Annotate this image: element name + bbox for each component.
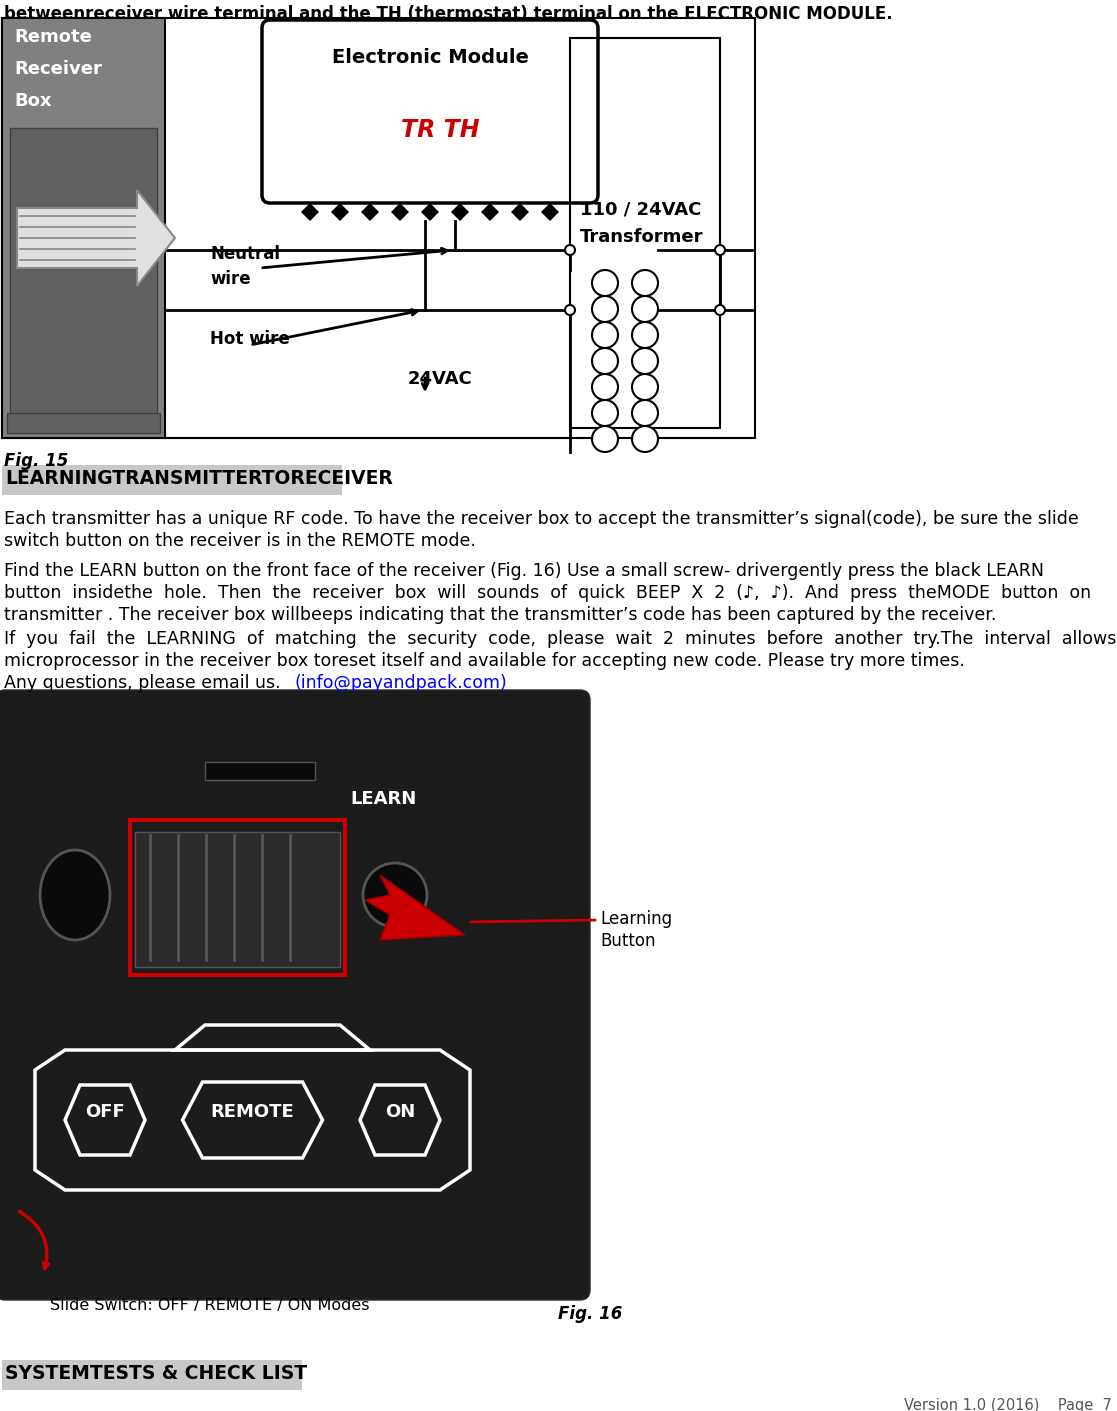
Circle shape [632, 399, 658, 426]
FancyBboxPatch shape [262, 20, 598, 203]
Polygon shape [510, 203, 529, 222]
Text: Learning: Learning [600, 910, 672, 928]
Polygon shape [361, 203, 379, 222]
Text: Version 1.0 (2016)    Page  7: Version 1.0 (2016) Page 7 [904, 1398, 1113, 1411]
Bar [2, 1360, 302, 1390]
Bar [570, 38, 720, 428]
Bar [35, 1050, 470, 1189]
Bar [130, 820, 345, 975]
Circle shape [592, 296, 618, 322]
Text: ON: ON [385, 1103, 416, 1120]
Circle shape [592, 322, 618, 349]
Circle shape [592, 426, 618, 452]
Text: switch button on the receiver is in the REMOTE mode.: switch button on the receiver is in the … [4, 532, 476, 550]
Circle shape [565, 246, 575, 255]
Bar [7, 413, 160, 433]
Text: Receiver: Receiver [15, 61, 102, 78]
Text: Fig. 15: Fig. 15 [4, 452, 68, 470]
Text: Any questions, please email us.: Any questions, please email us. [4, 674, 286, 691]
Text: 24VAC: 24VAC [408, 370, 472, 388]
Circle shape [592, 270, 618, 296]
Circle shape [632, 349, 658, 374]
Text: wire: wire [210, 270, 250, 288]
Text: SYSTEMTESTS & CHECK LIST: SYSTEMTESTS & CHECK LIST [4, 1364, 307, 1383]
Bar [206, 762, 315, 780]
Text: Remote: Remote [15, 28, 92, 47]
Text: Find the LEARN button on the front face of the receiver (Fig. 16) Use a small sc: Find the LEARN button on the front face … [4, 562, 1044, 580]
Polygon shape [481, 203, 499, 222]
Text: OFF: OFF [85, 1103, 125, 1120]
Text: REMOTE: REMOTE [211, 1103, 295, 1120]
Text: button  insidethe  hole.  Then  the  receiver  box  will  sounds  of  quick  BEE: button insidethe hole. Then the receiver… [4, 584, 1091, 602]
Bar [2, 18, 165, 437]
Text: Fig. 16: Fig. 16 [557, 1305, 622, 1324]
Polygon shape [451, 203, 469, 222]
Circle shape [715, 246, 725, 255]
Circle shape [632, 296, 658, 322]
Circle shape [632, 426, 658, 452]
Text: 110 / 24VAC: 110 / 24VAC [580, 200, 701, 219]
Polygon shape [365, 875, 465, 940]
Bar [2, 466, 342, 495]
Circle shape [363, 864, 427, 927]
Circle shape [592, 374, 618, 399]
Text: Box: Box [15, 92, 51, 110]
Ellipse shape [40, 849, 109, 940]
Bar [10, 128, 157, 418]
Bar [135, 832, 340, 967]
Text: If  you  fail  the  LEARNING  of  matching  the  security  code,  please  wait  : If you fail the LEARNING of matching the… [4, 629, 1117, 648]
Circle shape [632, 270, 658, 296]
Circle shape [592, 349, 618, 374]
Circle shape [715, 305, 725, 315]
Text: Transformer: Transformer [580, 229, 704, 246]
Polygon shape [17, 190, 175, 286]
Text: microprocessor in the receiver box toreset itself and available for accepting ne: microprocessor in the receiver box tores… [4, 652, 965, 670]
Polygon shape [331, 203, 349, 222]
Text: LEARN: LEARN [350, 790, 417, 809]
Polygon shape [421, 203, 439, 222]
Text: Each transmitter has a unique RF code. To have the receiver box to accept the tr: Each transmitter has a unique RF code. T… [4, 509, 1079, 528]
FancyBboxPatch shape [0, 690, 590, 1300]
Text: Electronic Module: Electronic Module [332, 48, 528, 66]
Text: (info@payandpack.com): (info@payandpack.com) [295, 674, 508, 691]
Circle shape [632, 374, 658, 399]
Text: betweenreceiver wire terminal and the TH (thermostat) terminal on the ELECTRONIC: betweenreceiver wire terminal and the TH… [4, 6, 892, 23]
Polygon shape [541, 203, 558, 222]
Bar [2, 18, 755, 437]
Text: Button: Button [600, 933, 656, 950]
Circle shape [565, 305, 575, 315]
Polygon shape [300, 203, 319, 222]
Text: TR TH: TR TH [401, 119, 479, 143]
Text: transmitter . The receiver box willbeeps indicating that the transmitter’s code : transmitter . The receiver box willbeeps… [4, 605, 996, 624]
Circle shape [632, 322, 658, 349]
Circle shape [592, 399, 618, 426]
Text: Slide Switch: OFF / REMOTE / ON Modes: Slide Switch: OFF / REMOTE / ON Modes [50, 1298, 370, 1314]
Polygon shape [391, 203, 409, 222]
Text: Hot wire: Hot wire [210, 330, 289, 349]
Text: Neutral: Neutral [210, 246, 280, 262]
Text: LEARNINGTRANSMITTERTORECEIVER: LEARNINGTRANSMITTERTORECEIVER [4, 468, 393, 488]
